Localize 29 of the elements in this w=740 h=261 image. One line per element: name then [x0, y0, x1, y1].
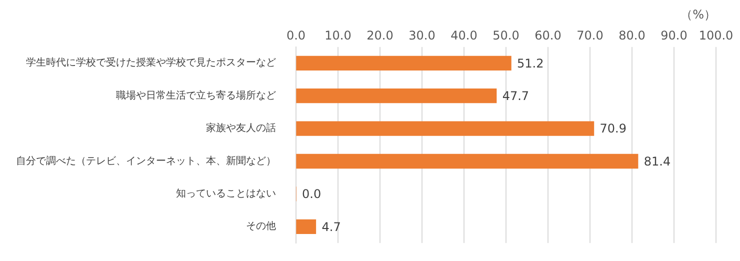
- x-tick-label: 30.0: [408, 28, 436, 43]
- data-label: 4.7: [322, 220, 341, 234]
- x-tick-label: 60.0: [534, 28, 562, 43]
- x-tick-label: 40.0: [450, 28, 478, 43]
- y-tick-label: 自分で調べた（テレビ、インターネット、本、新聞など）: [16, 154, 276, 167]
- y-tick-label: 家族や友人の話: [206, 122, 276, 134]
- bar: [296, 88, 497, 104]
- y-tick-label: その他: [246, 220, 276, 232]
- data-label: 51.2: [517, 56, 544, 70]
- x-tick-label: 90.0: [660, 28, 688, 43]
- data-label: 70.9: [600, 122, 626, 136]
- x-tick-label: 70.0: [576, 28, 604, 43]
- x-tick-label: 80.0: [618, 28, 646, 43]
- bar: [296, 121, 594, 136]
- x-tick-label: 0.0: [286, 28, 306, 43]
- data-label: 0.0: [302, 187, 322, 202]
- bar: [296, 56, 512, 70]
- x-tick-label: 100.0: [698, 28, 734, 43]
- bar: [296, 154, 638, 169]
- x-axis-title: （%）: [680, 7, 716, 22]
- data-label: 81.4: [644, 154, 671, 168]
- x-tick-label: 50.0: [492, 28, 520, 43]
- y-tick-label: 職場や日常生活で立ち寄る場所など: [116, 89, 276, 102]
- y-tick-label: 学生時代に学校で受けた授業や学校で見たポスターなど: [26, 56, 276, 69]
- y-tick-label: 知っていることはない: [176, 188, 276, 200]
- x-tick-label: 10.0: [324, 28, 352, 43]
- x-tick-label: 20.0: [366, 28, 394, 43]
- bar: [296, 219, 316, 234]
- data-label: 47.7: [502, 88, 530, 103]
